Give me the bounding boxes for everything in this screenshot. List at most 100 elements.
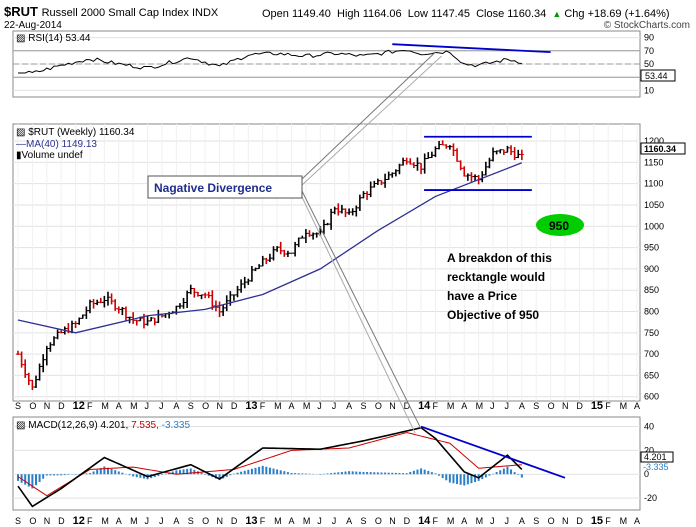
macd-histogram-bar [265,467,267,474]
x-axis-label: O [375,401,382,411]
macd-histogram-bar [521,474,523,477]
x-axis-label: N [44,516,51,526]
high-value: High 1164.06 [337,8,402,20]
ticker-symbol: $RUT [4,4,38,19]
x-axis-label: M [101,516,109,526]
macd-histogram-bar [46,474,48,475]
macd-histogram-bar [463,474,465,485]
x-axis-label: J [159,401,164,411]
x-axis-label: A [519,401,525,411]
macd-histogram-bar [377,472,379,474]
x-axis-label: N [389,401,396,411]
macd-tick-label: -20 [644,493,657,503]
x-axis-label: 13 [245,400,257,412]
x-axis-label: A [346,516,352,526]
macd-histogram-bar [269,468,271,475]
x-axis-label: D [576,401,583,411]
x-axis-label: N [217,401,224,411]
x-axis-label: M [274,516,282,526]
x-axis-label: F [260,516,266,526]
macd-histogram-bar [348,471,350,474]
macd-histogram-bar [517,474,519,475]
x-axis-label: S [360,516,366,526]
x-axis-label: J [332,516,337,526]
divergence-callout-text: Nagative Divergence [154,181,272,195]
macd-histogram-bar [330,473,332,474]
macd-histogram-bar [233,474,235,475]
x-axis-label: A [461,401,467,411]
macd-histogram-bar [388,473,390,475]
x-axis-label: A [116,401,122,411]
x-axis-label: F [605,401,611,411]
rsi-tick-label: 70 [644,46,654,56]
macd-histogram-bar [129,474,131,475]
macd-histogram-bar [283,471,285,474]
x-axis-label: J [332,401,337,411]
macd-histogram-bar [280,470,282,474]
macd-histogram-bar [442,474,444,478]
macd-histogram-bar [434,473,436,474]
macd-histogram-bar [240,472,242,475]
price-label-text: $RUT (Weekly) 1160.34 [28,127,134,138]
macd-histogram-bar [139,474,141,478]
x-axis-label: M [447,401,455,411]
x-axis-label: A [289,401,295,411]
macd-histogram-bar [438,474,440,475]
rsi-label: ▨ RSI(14) 53.44 [16,33,91,44]
x-axis-label: D [231,516,238,526]
x-axis-label: O [29,401,36,411]
macd-histogram-bar [24,474,26,484]
note-line-2: recktangle would [447,270,545,284]
macd-histogram-bar [111,469,113,474]
x-axis-label: N [44,401,51,411]
price-label: ▨ $RUT (Weekly) 1160.34 [16,127,134,138]
macd-histogram-bar [301,473,303,474]
x-axis-label: S [533,401,539,411]
x-axis-label: M [476,516,484,526]
macd-histogram-bar [395,473,397,474]
macd-histogram-bar [165,474,167,475]
callout-line-rsi [302,52,435,179]
price-tick-label: 750 [644,328,659,338]
x-axis-label: J [317,401,322,411]
x-axis-label: A [346,401,352,411]
macd-histogram-bar [255,468,257,474]
macd-label-text: MACD(12,26,9) 4.201, [28,420,128,431]
index-name: Russell 2000 Small Cap Index INDX [42,7,219,19]
x-axis-label: A [173,516,179,526]
price-tick-label: 850 [644,285,659,295]
rsi-tick-label: 50 [644,59,654,69]
x-axis-label: A [116,516,122,526]
macd-signal-line [18,433,522,496]
macd-histogram-bar [132,474,134,476]
x-axis-label: F [605,516,611,526]
x-axis-label: M [303,401,311,411]
macd-histogram-bar [503,468,505,474]
macd-histogram-bar [402,473,404,474]
note-line-1: A breakdon of this [447,251,552,265]
x-axis-label: F [432,401,438,411]
macd-histogram-bar [416,470,418,475]
macd-histogram-bar [506,467,508,475]
macd-histogram-bar [391,473,393,474]
x-axis-label: 12 [73,515,85,527]
x-axis-label: M [447,516,455,526]
price-tick-label: 1100 [644,179,663,189]
ticker-title: $RUT Russell 2000 Small Cap Index INDX [4,4,218,19]
ma-label: —MA(40) 1149.13 [16,139,97,150]
x-axis-label: D [231,401,238,411]
macd-histogram-bar [460,474,462,485]
macd-histogram-bar [384,473,386,475]
x-axis-label: D [576,516,583,526]
x-axis-label: M [130,401,138,411]
macd-histogram-bar [237,473,239,475]
x-axis-label: F [87,401,93,411]
macd-histogram-bar [247,470,249,474]
x-axis-label: N [562,401,569,411]
macd-histogram-bar [85,473,87,474]
x-axis-label: J [490,516,495,526]
macd-histogram-bar [366,472,368,474]
macd-histogram-bar [456,474,458,484]
macd-histogram-bar [39,474,41,482]
